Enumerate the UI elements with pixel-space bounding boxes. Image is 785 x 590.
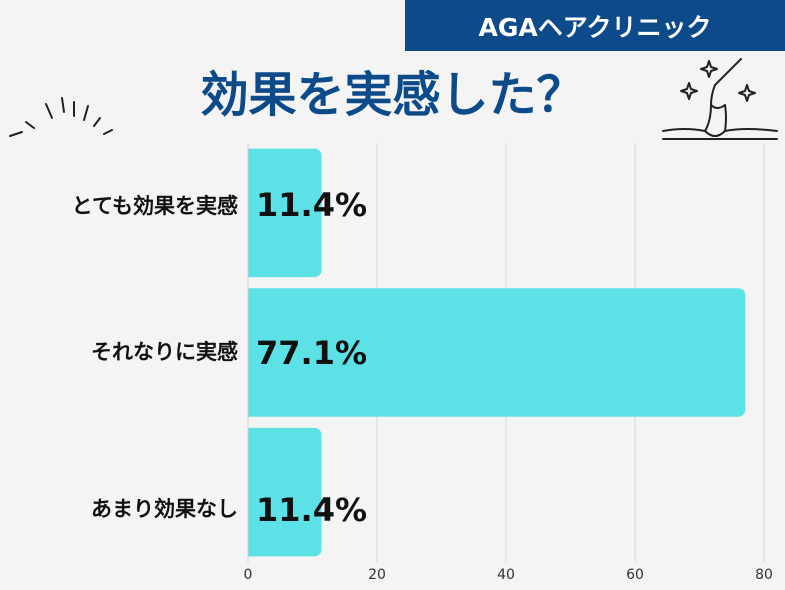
page-title: 効果を実感した？ <box>200 67 585 123</box>
category-label: あまり効果なし <box>91 497 238 521</box>
x-tick-label: 0 <box>243 567 253 583</box>
category-label: それなりに実感 <box>91 340 238 364</box>
bar <box>240 427 322 557</box>
bar <box>240 288 746 417</box>
data-label: 77.1% <box>256 334 368 372</box>
category-label: とても効果を実感 <box>71 194 238 218</box>
x-tick-label: 80 <box>755 567 773 583</box>
x-tick-label: 40 <box>497 567 515 583</box>
sparkle-lines-icon <box>9 97 113 137</box>
hair-follicle-icon <box>662 58 778 140</box>
x-tick-label: 20 <box>368 567 386 583</box>
x-tick-label: 60 <box>626 567 644 583</box>
data-label: 11.4% <box>256 491 368 529</box>
bar <box>240 148 322 278</box>
data-label: 11.4% <box>256 186 368 224</box>
clinic-badge: AGAヘアクリニック <box>405 0 785 51</box>
axis-mask <box>0 143 248 562</box>
